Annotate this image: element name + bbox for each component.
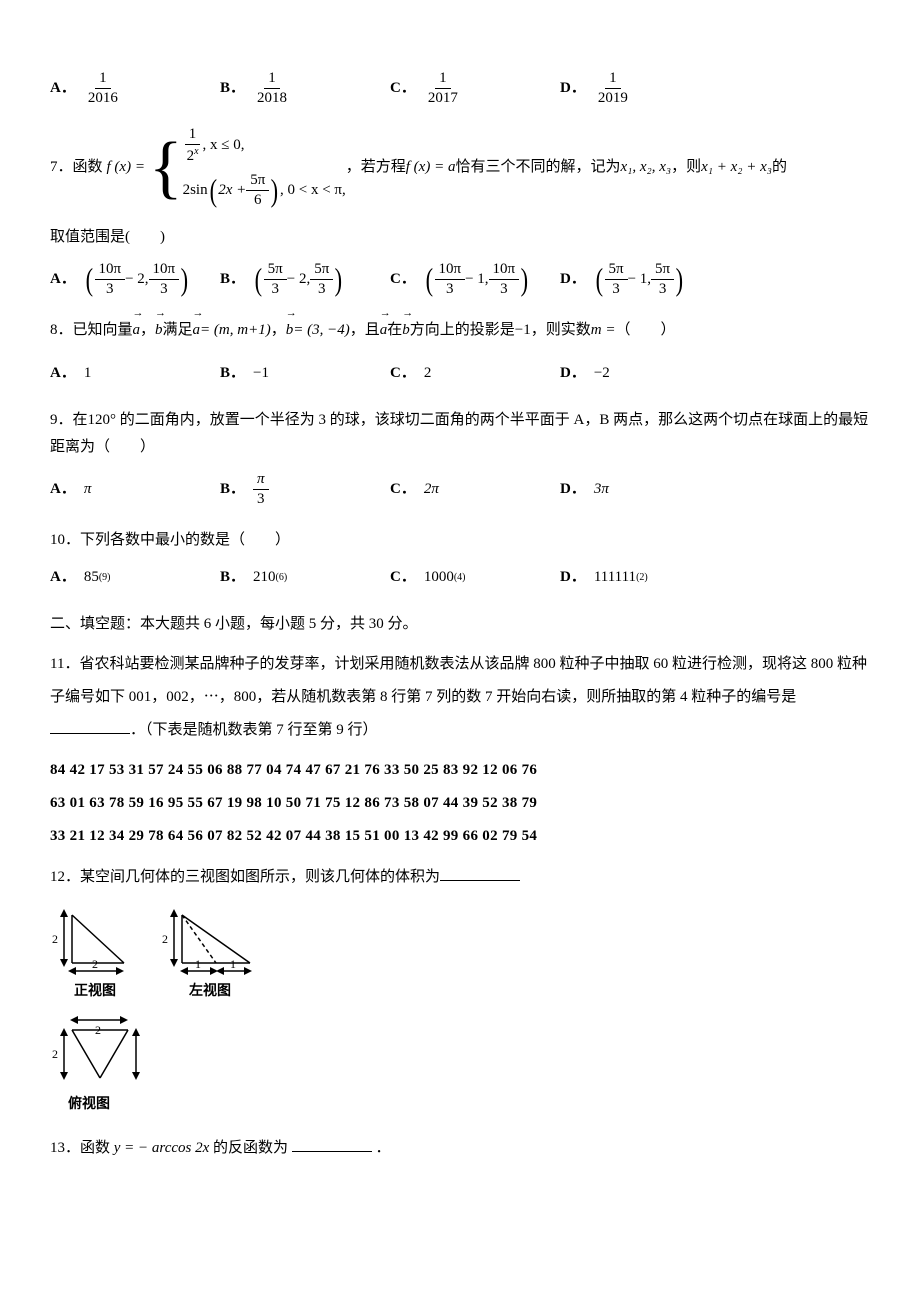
blank-underline	[50, 719, 130, 734]
q8-text: 8．已知向量 a ， b 满足 a = (m, m+1) ， b = (3, −…	[50, 317, 870, 344]
q-prev-opt-c: C． 12017	[390, 70, 560, 106]
q7-opt-b: B． ( 5π3 − 2, 5π3 )	[220, 261, 390, 297]
q12: 12．某空间几何体的三视图如图所示，则该几何体的体积为 2 2 正视图	[50, 864, 870, 1117]
q7-opt-a: A． ( 10π3 − 2, 10π3 )	[50, 261, 220, 297]
q-prev-opt-a: A． 12016	[50, 70, 220, 106]
q13: 13．函数 y = − arccos 2x 的反函数为 ．	[50, 1135, 870, 1162]
vector-a: a	[133, 317, 141, 344]
q7-line1: 7．函数 f (x) = { 12x , x ≤ 0, 2sin ( 2x + …	[50, 126, 870, 208]
section2-title: 二、填空题：本大题共 6 小题，每小题 5 分，共 30 分。	[50, 611, 870, 638]
q12-text: 12．某空间几何体的三视图如图所示，则该几何体的体积为	[50, 864, 870, 891]
q7-options: A． ( 10π3 − 2, 10π3 ) B． ( 5π3 − 2, 5π3 …	[50, 261, 870, 297]
q7-piecewise: { 12x , x ≤ 0, 2sin ( 2x + 5π6 ) , 0 < x…	[149, 126, 346, 208]
three-views-row2: 2 2 俯视图	[50, 1014, 870, 1117]
top-view-icon: 2 2	[50, 1014, 150, 1088]
svg-text:1: 1	[195, 957, 201, 971]
blank-underline	[292, 1137, 372, 1152]
q13-text: 13．函数 y = − arccos 2x 的反函数为 ．	[50, 1135, 870, 1162]
random-table-row: 33 21 12 34 29 78 64 56 07 82 52 42 07 4…	[50, 823, 870, 850]
q7-opt-d: D． ( 5π3 − 1, 5π3 )	[560, 261, 730, 297]
q9: 9．在120° 的二面角内，放置一个半径为 3 的球，该球切二面角的两个半平面于…	[50, 407, 870, 507]
three-views-row1: 2 2 正视图 2	[50, 905, 870, 1004]
q11: 11．省农科站要检测某品牌种子的发芽率，计划采用随机数表法从该品牌 800 粒种…	[50, 648, 870, 850]
q9-options: A．π B．π3 C．2π D．3π	[50, 471, 870, 507]
q8: 8．已知向量 a ， b 满足 a = (m, m+1) ， b = (3, −…	[50, 317, 870, 387]
q-prev-options: A． 12016 B． 12018 C． 12017 D． 12019	[50, 70, 870, 106]
paren-right-icon: )	[271, 174, 278, 206]
q9-text: 9．在120° 的二面角内，放置一个半径为 3 的球，该球切二面角的两个半平面于…	[50, 407, 870, 461]
q-prev-opt-b: B． 12018	[220, 70, 390, 106]
q8-options: A．1 B．−1 C．2 D．−2	[50, 360, 870, 387]
vector-b: b	[155, 317, 163, 344]
random-table-row: 63 01 63 78 59 16 95 55 67 19 98 10 50 7…	[50, 790, 870, 817]
q7-line2: 取值范围是( )	[50, 224, 870, 251]
brace-icon: {	[149, 136, 183, 199]
q10-text: 10．下列各数中最小的数是（ ）	[50, 527, 870, 554]
left-view-icon: 2 1 1	[160, 905, 260, 975]
front-view: 2 2 正视图	[50, 905, 140, 1004]
svg-text:2: 2	[52, 1047, 58, 1061]
q-prev-opt-d: D． 12019	[560, 70, 730, 106]
front-view-icon: 2 2	[50, 905, 140, 975]
top-view: 2 2 俯视图	[50, 1014, 870, 1117]
svg-text:2: 2	[92, 957, 98, 971]
svg-text:2: 2	[162, 932, 168, 946]
q10-options: A．85(9) B．210(6) C．1000(4) D．111111(2)	[50, 564, 870, 591]
q7-opt-c: C． ( 10π3 − 1, 10π3 )	[390, 261, 560, 297]
q11-text: 11．省农科站要检测某品牌种子的发芽率，计划采用随机数表法从该品牌 800 粒种…	[50, 648, 870, 747]
q10: 10．下列各数中最小的数是（ ） A．85(9) B．210(6) C．1000…	[50, 527, 870, 591]
q7-fx: f (x) =	[107, 154, 145, 181]
random-table-row: 84 42 17 53 31 57 24 55 06 88 77 04 74 4…	[50, 757, 870, 784]
svg-text:2: 2	[52, 932, 58, 946]
q7: 7．函数 f (x) = { 12x , x ≤ 0, 2sin ( 2x + …	[50, 126, 870, 297]
blank-underline	[440, 866, 520, 881]
left-view: 2 1 1 左视图	[160, 905, 260, 1004]
svg-text:1: 1	[230, 957, 236, 971]
paren-left-icon: (	[209, 174, 216, 206]
q7-prefix: 7．函数	[50, 154, 103, 181]
